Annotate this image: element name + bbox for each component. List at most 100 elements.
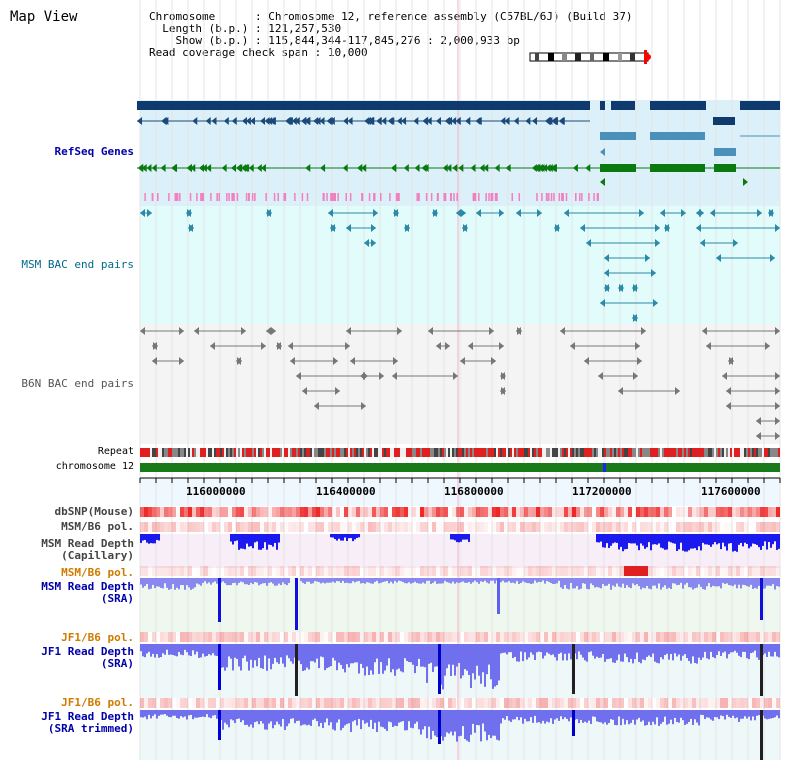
depth-bar [570,710,572,718]
chromosome-track[interactable] [140,463,780,472]
depth-bar [658,578,660,584]
repeat-mark [276,448,278,457]
pink-mark [283,193,285,201]
depth-bar [288,644,290,659]
depth-bar [710,578,712,588]
heat-cell [756,507,760,517]
jf1-trim-depth-track[interactable] [140,710,780,760]
heat-cell [548,507,552,517]
repeat-mark [274,448,276,457]
repeat-mark [392,448,394,457]
depth-bar [258,644,260,658]
jf1-sra-label[interactable]: JF1 Read Depth (SRA) [41,646,134,670]
heat-cell [176,698,180,708]
depth-bar [622,534,624,552]
heat-cell [544,632,548,642]
heat-cell [208,522,212,532]
b6n-bac-track[interactable] [140,327,780,440]
jf1-sra-depth-track[interactable] [140,644,780,696]
msm-pol2-label[interactable]: MSM/B6 pol. [61,566,134,579]
refseq-genes-track[interactable] [137,101,780,201]
depth-bar [478,644,480,676]
depth-bar [722,578,724,583]
heat-cell [732,698,736,708]
heat-cell [344,566,348,576]
depth-bar [562,710,564,720]
depth-bar [248,710,250,727]
dbsnp-label[interactable]: dbSNP(Mouse) [54,505,134,518]
depth-bar [506,578,508,583]
pink-mark [144,193,146,201]
depth-bar [442,644,444,690]
msm-cap-label[interactable]: MSM Read Depth (Capillary) [41,538,134,562]
msm-sra-label[interactable]: MSM Read Depth (SRA) [41,581,134,605]
depth-bar [442,578,444,584]
b6n-bac-label[interactable]: B6N BAC end pairs [21,377,134,390]
heat-cell [180,507,184,517]
repeat-mark [344,448,346,457]
msm-bac-track[interactable] [140,209,780,322]
jf1-pol2-track[interactable] [140,698,780,708]
depth-bar [750,578,752,585]
heat-cell [236,698,240,708]
depth-bar [726,644,728,659]
jf1-pol-label[interactable]: JF1/B6 pol. [61,631,134,644]
depth-bar [372,710,374,729]
heat-cell [184,507,188,517]
depth-bar [490,578,492,581]
repeat-mark [540,448,542,457]
depth-bar [622,710,624,719]
msm-pol-track[interactable] [140,522,780,532]
heat-cell [232,632,236,642]
gene-block [650,132,705,140]
depth-bar [182,644,184,656]
depth-bar [734,644,736,651]
msm-pol2-track[interactable] [140,566,780,576]
msm-bac-label[interactable]: MSM BAC end pairs [21,258,134,271]
heat-cell [172,566,176,576]
msm-cap-depth-track[interactable] [140,534,780,552]
depth-bar [654,578,656,586]
repeat-mark [146,448,148,457]
heat-cell [484,566,488,576]
jf1-pol-track[interactable] [140,632,780,642]
repeat-mark [598,448,600,457]
heat-cell [172,698,176,708]
jf1-pol2-label[interactable]: JF1/B6 pol. [61,696,134,709]
heat-cell [772,632,776,642]
dbsnp-track[interactable] [140,507,780,517]
repeat-mark [412,448,414,457]
depth-bar [386,644,388,666]
heat-cell [232,522,236,532]
heat-cell [652,522,656,532]
heat-cell [332,522,336,532]
depth-bar [266,534,268,550]
repeat-mark [566,448,568,457]
msm-sra-depth-track[interactable] [140,578,780,630]
chromosome-ideogram[interactable] [529,50,651,64]
msm-bac-pair-arrow [633,314,638,322]
depth-bar [590,644,592,652]
msm-pol-label[interactable]: MSM/B6 pol. [61,520,134,533]
heat-cell [148,698,152,708]
refseq-label[interactable]: RefSeq Genes [54,145,134,158]
repeat-label[interactable]: Repeat [97,446,134,457]
depth-bar [434,644,436,667]
heat-cell [764,507,768,517]
depth-bar [738,534,740,545]
jf1-trim-label[interactable]: JF1 Read Depth (SRA trimmed) [41,711,134,735]
repeat-mark [154,448,156,457]
pink-mark [398,193,400,201]
chromosome-label-track[interactable]: chromosome 12 [55,461,134,472]
heat-cell [392,507,396,517]
heat-cell [188,698,192,708]
repeat-track[interactable] [140,448,780,457]
depth-bar [434,710,436,736]
length-value: 121,257,530 [268,22,342,35]
heat-cell [576,522,580,532]
repeat-mark [330,448,332,457]
heat-cell [756,566,760,576]
heat-cell [400,632,404,642]
heat-cell [244,507,248,517]
